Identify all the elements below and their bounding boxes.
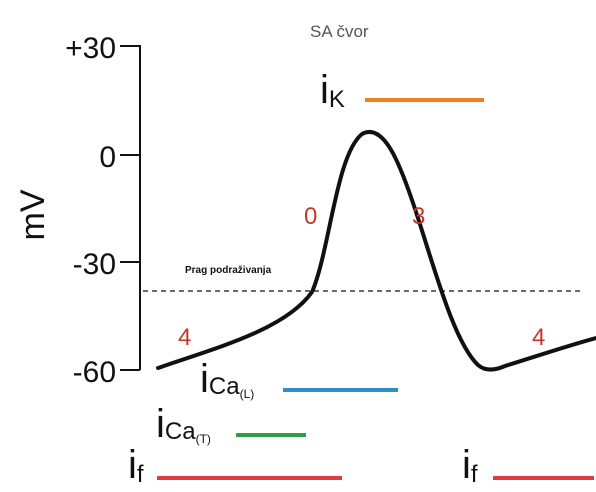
phase-4-right-label: 4 <box>532 324 545 351</box>
current-label-ical: iCa(L) <box>200 357 254 401</box>
current-icat-main: i <box>156 402 165 446</box>
current-ical-sub: Ca <box>209 373 240 400</box>
threshold-label: Prag podraživanja <box>185 265 272 276</box>
current-ical-main: i <box>200 357 209 401</box>
current-ik-sub: K <box>329 86 345 113</box>
diagram-title: SA čvor <box>310 22 369 41</box>
current-icat-sub: Ca <box>165 418 196 445</box>
y-axis-label: mV <box>14 189 52 240</box>
current-if-right-sub: f <box>471 461 478 487</box>
y-tick-label-0: 0 <box>99 141 116 174</box>
current-icat-subsub: (T) <box>196 432 211 446</box>
current-ical-subsub: (L) <box>240 387 255 401</box>
y-tick-label-minus30: -30 <box>73 248 116 281</box>
current-if-left-main: i <box>128 443 137 487</box>
current-label-ik: iK <box>320 68 345 113</box>
current-ik-main: i <box>320 68 329 112</box>
current-if-right-main: i <box>462 443 471 487</box>
y-tick-label-minus60: -60 <box>73 356 116 389</box>
phase-0-label: 0 <box>304 203 317 230</box>
current-label-if-left: if <box>128 443 144 487</box>
current-label-if-right: if <box>462 443 478 487</box>
y-tick-label-plus30: +30 <box>65 32 116 65</box>
phase-4-left-label: 4 <box>178 324 191 351</box>
phase-3-label: 3 <box>412 203 425 230</box>
action-potential-curve <box>156 130 596 372</box>
current-if-left-sub: f <box>137 461 144 487</box>
current-label-icat: iCa(T) <box>156 402 211 446</box>
